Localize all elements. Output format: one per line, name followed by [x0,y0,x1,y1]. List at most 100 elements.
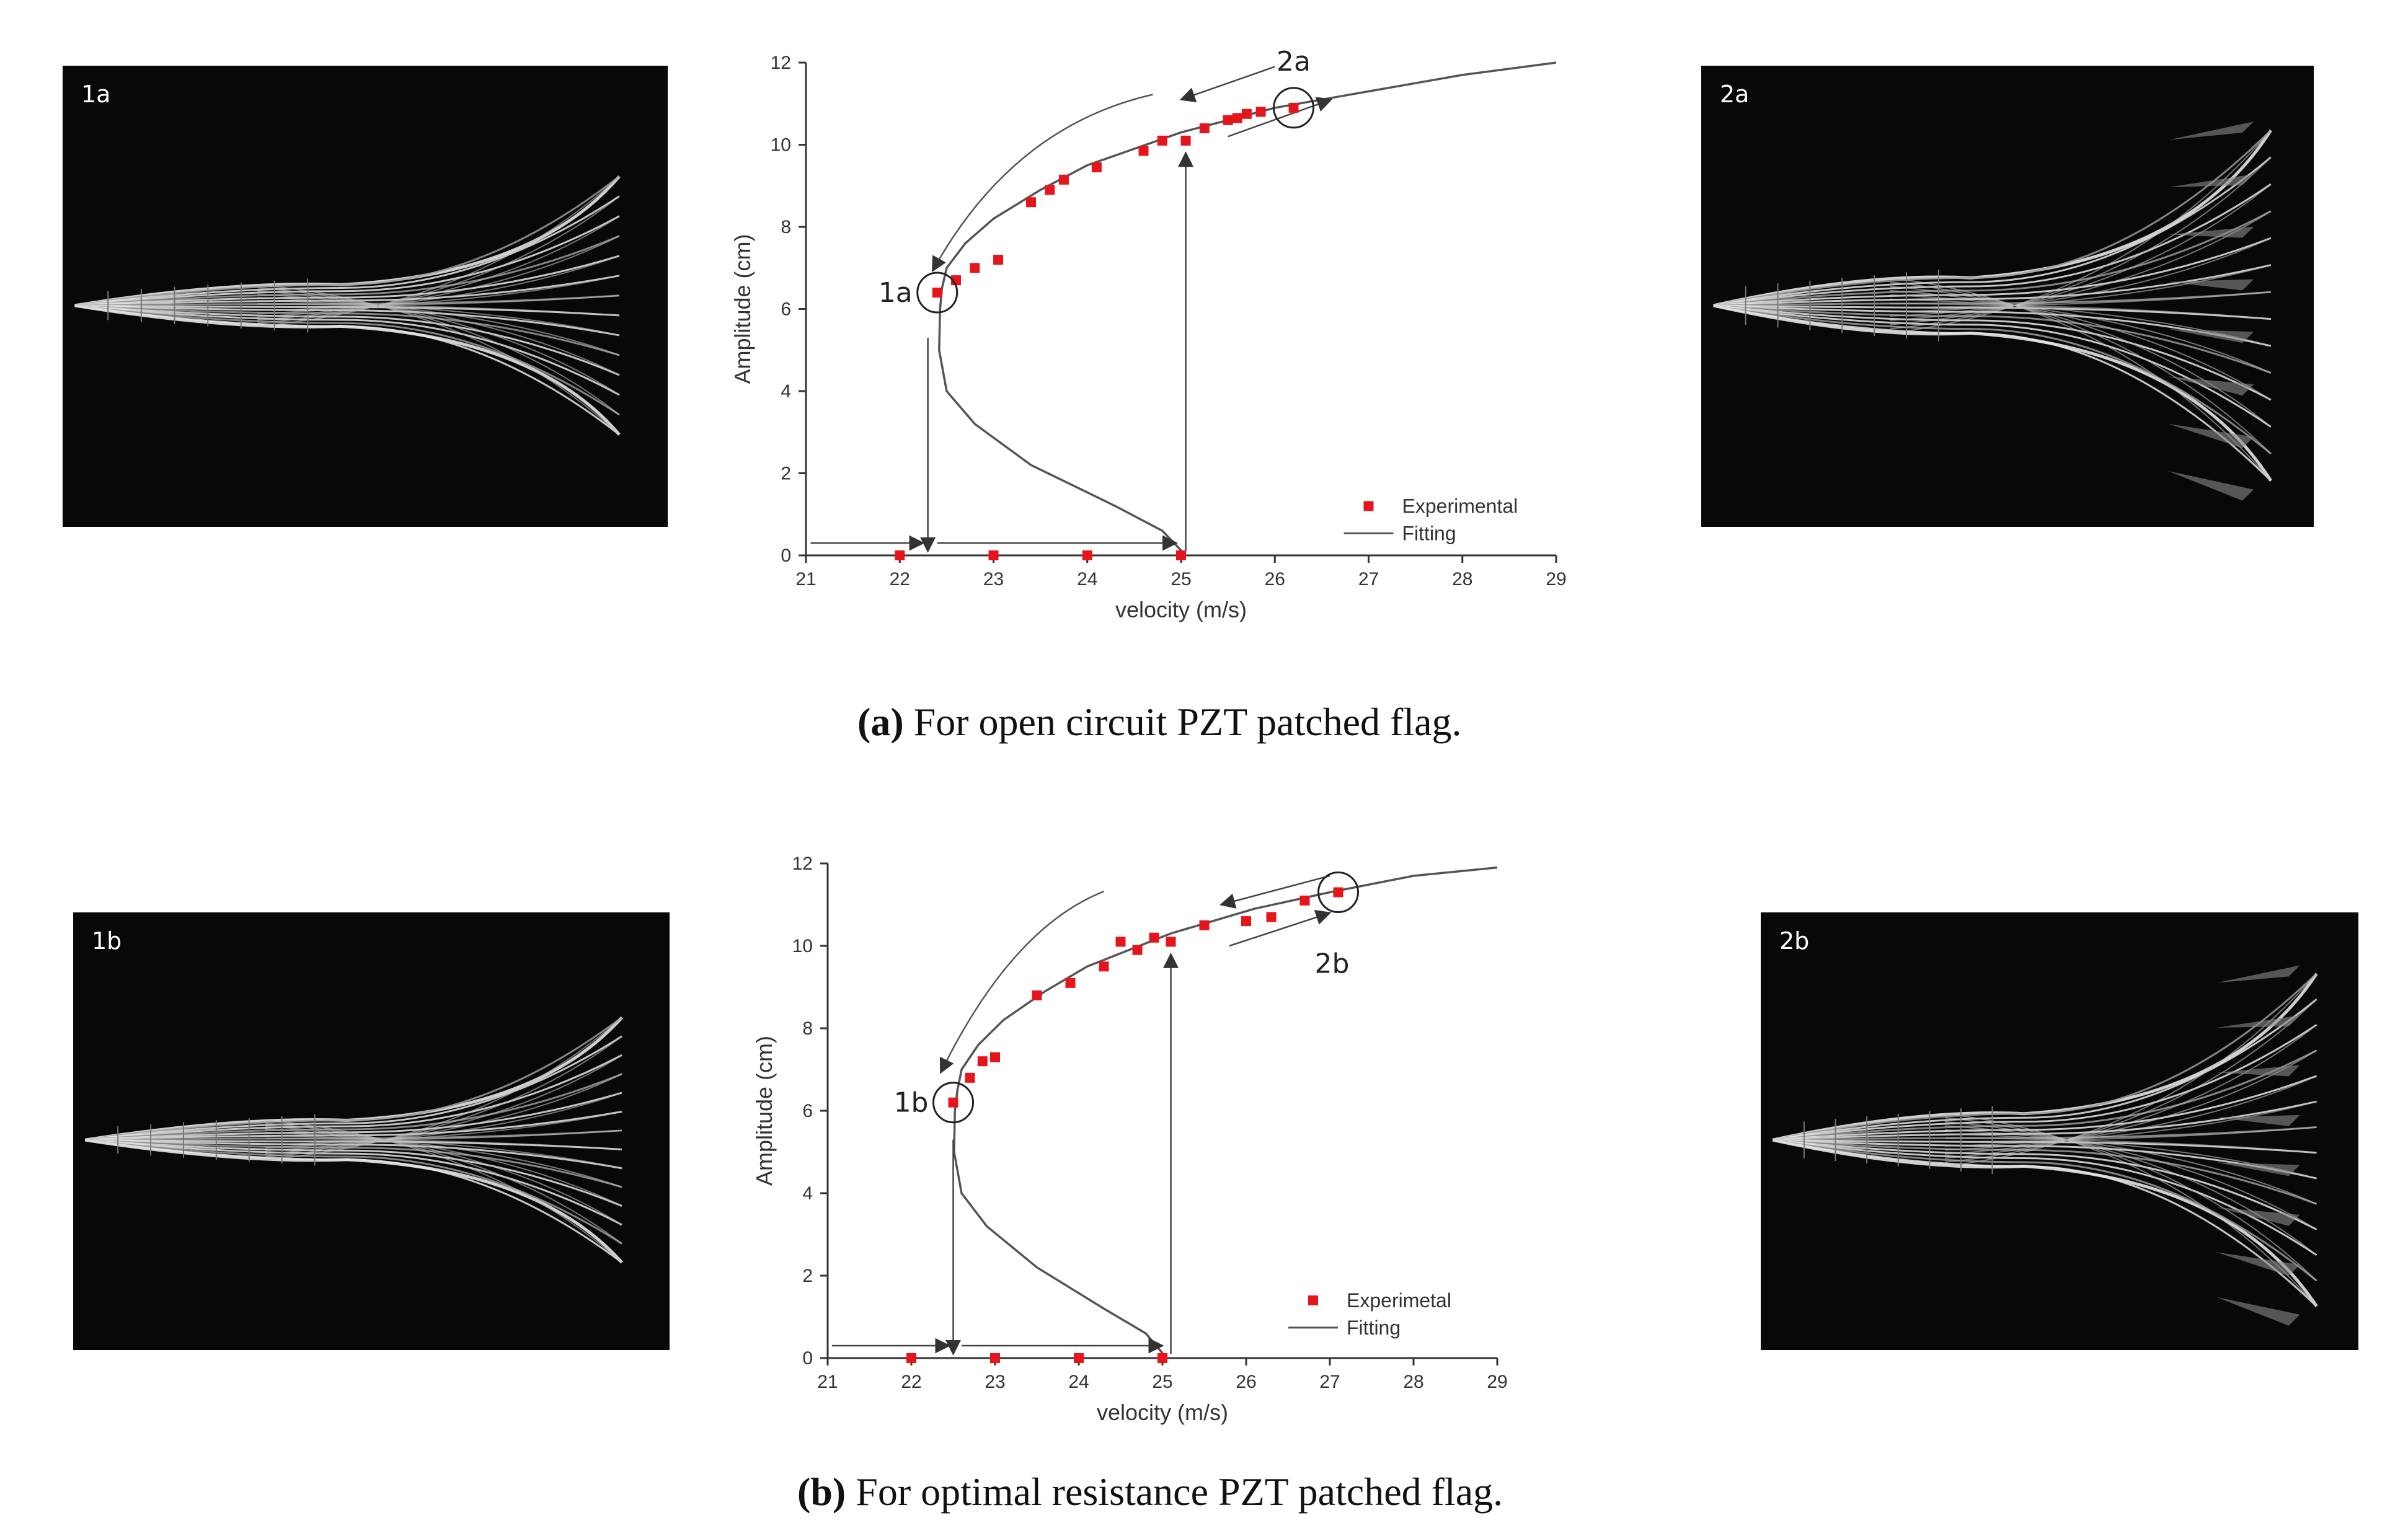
flag-slab [2216,1252,2300,1276]
flag-line [1773,1049,2317,1141]
photo-2b: 2b [1761,912,2358,1350]
x-tick-label: 21 [795,569,816,589]
photo-label: 1a [81,81,111,108]
flag-slab [2168,279,2254,291]
flag-line [74,235,620,307]
data-point [1266,912,1277,922]
x-tick-label: 25 [1152,1372,1172,1392]
y-axis-label: Amplitude (cm) [751,1036,777,1186]
data-point [1138,146,1149,156]
fitting-line [939,61,1557,309]
data-point [988,550,999,560]
y-tick-label: 10 [771,135,791,156]
x-tick-label: 29 [1487,1372,1507,1392]
caption-letter: (b) [797,1470,846,1514]
data-point [1288,102,1299,113]
callout-circle [932,1082,974,1124]
flag-edge [84,1016,623,1142]
flag-line [1944,1075,2317,1151]
y-tick-label: 0 [781,545,791,566]
flag-line [257,195,620,324]
flag-line [257,175,620,327]
flag-line [1713,304,2272,428]
y-tick-label: 6 [781,299,791,320]
flag-drawing [74,175,621,436]
flag-line [1713,304,2272,482]
flag-line [265,1073,622,1152]
flag-line [265,1092,622,1149]
flag-line [1773,1139,2317,1282]
y-axis-label: Amplitude (cm) [730,234,755,384]
data-point [1232,113,1242,123]
x-tick-label: 23 [985,1372,1005,1392]
data-point [970,263,980,273]
data-point [977,1056,988,1067]
flag-line [1773,1139,2317,1154]
flag-line [257,294,619,308]
y-tick-label: 12 [792,854,813,874]
flag-line [257,303,619,316]
flag-line [257,284,620,435]
photo-label: 2b [1779,927,1810,955]
flag-line [1890,289,2272,400]
y-tick-label: 6 [802,1101,813,1121]
flag-slab [2216,1114,2300,1126]
x-axis-label: velocity (m/s) [1097,1400,1228,1425]
caption-text: For optimal resistance PZT patched flag. [856,1470,1503,1514]
flag-image [74,175,621,436]
x-tick-label: 23 [983,569,1004,589]
flag-line [265,1111,622,1145]
callout-label: 2a [1277,46,1311,77]
x-tick-label: 21 [817,1372,838,1392]
photo-label: 1b [92,927,122,955]
caption-text: For open circuit PZT patched flag. [913,700,1462,744]
flag-line [74,304,620,416]
data-point [1115,937,1126,947]
flag-line [1713,304,2271,320]
flag-line [85,1139,622,1264]
flag-line [1773,998,2317,1141]
flag-slab [2168,423,2254,448]
data-point [1176,550,1186,560]
flag-line [1890,281,2272,454]
callout-label: 1a [879,277,913,309]
data-point [1199,123,1210,133]
data-point [1082,550,1092,560]
flag-line [1713,130,2272,307]
flag-slab [2168,471,2254,501]
flag-line [1944,999,2317,1163]
flag-line [265,1129,622,1142]
caption-letter: (a) [857,700,904,744]
x-tick-label: 26 [1236,1372,1256,1392]
flag-line [1890,130,2272,334]
flag-line [85,1017,622,1141]
direction-arrow-left [1219,875,1330,909]
flag-line [1944,1125,2317,1230]
flag-line [265,1131,622,1188]
flag-line [74,304,620,436]
y-tick-label: 2 [781,464,791,484]
legend-marker [1308,1295,1318,1305]
flag-line [1890,285,2272,428]
photo-1a: 1a [63,66,668,527]
callout-label: 2b [1315,948,1350,980]
flag-line [265,1054,622,1155]
data-point [1065,977,1076,988]
data-point [1199,920,1210,930]
flag-line [85,1073,622,1141]
flag-slab [2216,1162,2300,1176]
legend-marker [1363,501,1374,511]
flag-line [85,1139,622,1207]
y-tick-label: 12 [771,53,791,73]
x-tick-label: 24 [1077,569,1097,589]
data-point [965,1072,975,1083]
flag-line [1890,294,2272,374]
flag-line [1944,1101,2317,1147]
flag-line [265,1129,622,1207]
flag-line [1773,1139,2317,1256]
x-tick-label: 26 [1265,569,1285,589]
legend-label: Fitting [1402,523,1456,545]
x-tick-label: 25 [1171,569,1191,589]
data-point [1241,108,1252,119]
data-point [1045,185,1055,195]
